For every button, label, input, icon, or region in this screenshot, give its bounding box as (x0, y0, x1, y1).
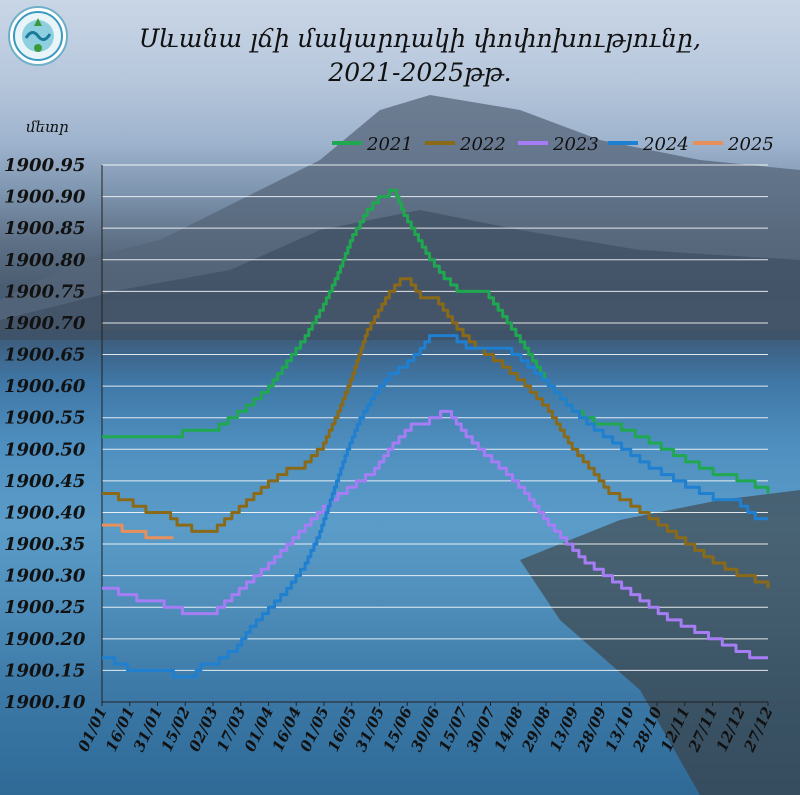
y-tick-label: 1900.85 (4, 218, 85, 239)
legend-label-2022: 2022 (459, 134, 506, 155)
y-tick-label: 1900.50 (4, 439, 86, 460)
y-tick-label: 1900.55 (4, 408, 85, 429)
y-tick-label: 1900.30 (4, 566, 86, 587)
y-tick-label: 1900.10 (4, 692, 86, 713)
y-tick-label: 1900.75 (4, 281, 85, 302)
chart-title: Սևանա լճի մակարդակի փոփոխությունը, 2021-… (120, 22, 720, 90)
y-tick-label: 1900.40 (4, 502, 86, 523)
legend-label-2021: 2021 (366, 134, 413, 155)
y-tick-label: 1900.70 (4, 313, 86, 334)
series-line-2022 (102, 277, 770, 589)
y-tick-label: 1900.80 (4, 250, 86, 271)
y-axis-unit-label: մետր (26, 118, 69, 136)
y-tick-label: 1900.45 (4, 471, 85, 492)
chart-title-line-1: Սևանա լճի մակարդակի փոփոխությունը, (139, 24, 701, 53)
y-tick-label: 1900.25 (4, 597, 85, 618)
legend-label-2024: 2024 (642, 134, 689, 155)
ministry-logo-icon (8, 6, 68, 66)
y-tick-label: 1900.90 (4, 187, 86, 208)
y-tick-label: 1900.35 (4, 534, 85, 555)
y-tick-label: 1900.95 (4, 155, 85, 176)
legend-label-2025: 2025 (727, 134, 774, 155)
y-tick-label: 1900.20 (4, 629, 86, 650)
legend-label-2023: 2023 (552, 134, 599, 155)
series-line-2021 (102, 188, 770, 494)
y-tick-label: 1900.60 (4, 376, 86, 397)
y-tick-label: 1900.15 (4, 660, 85, 681)
series-line-2023 (102, 409, 768, 660)
series-line-2025 (102, 523, 174, 540)
y-tick-label: 1900.65 (4, 345, 85, 366)
chart-title-line-2: 2021-2025թթ. (328, 58, 512, 87)
series-line-2024 (102, 334, 768, 679)
